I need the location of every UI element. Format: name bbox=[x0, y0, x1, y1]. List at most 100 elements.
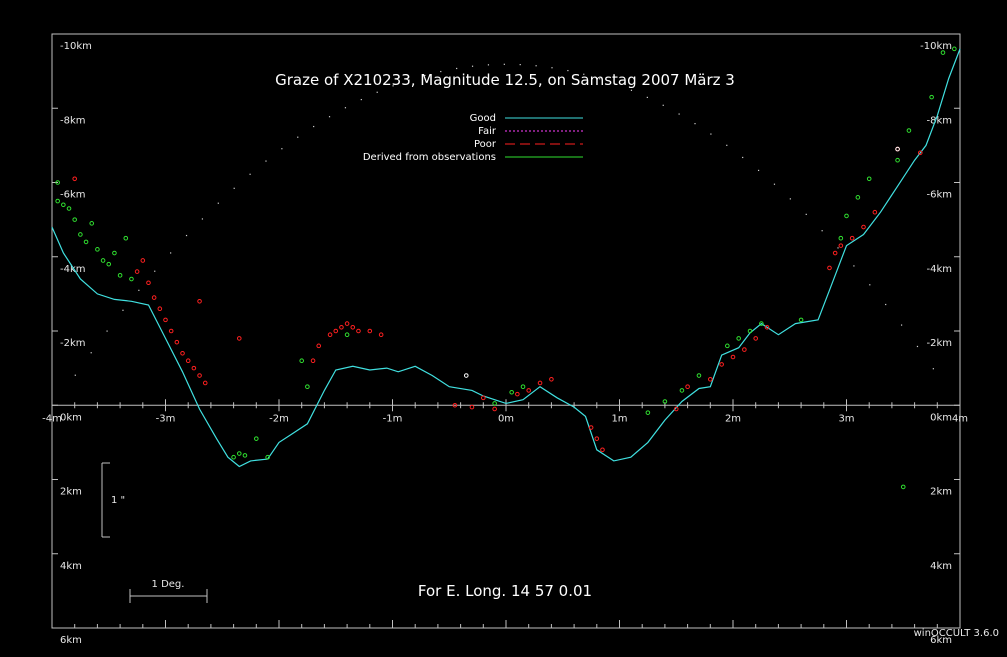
green-observation-point bbox=[89, 221, 95, 226]
green-observation-point bbox=[798, 317, 804, 323]
red-observation-point bbox=[151, 295, 157, 300]
red-observation-point bbox=[526, 388, 532, 393]
x-tick-label: -2m bbox=[269, 413, 289, 424]
reference-dot bbox=[297, 136, 299, 138]
red-observation-point bbox=[588, 425, 594, 430]
red-observation-point bbox=[872, 209, 878, 215]
red-observation-point bbox=[344, 321, 350, 326]
green-observation-point bbox=[844, 213, 849, 219]
red-observation-point bbox=[685, 384, 690, 389]
reference-dot bbox=[424, 74, 426, 77]
red-observation-point bbox=[236, 336, 242, 341]
reference-dot bbox=[646, 96, 648, 99]
red-observation-point bbox=[708, 376, 713, 382]
red-observation-point bbox=[367, 328, 373, 334]
red-observation-point bbox=[174, 339, 180, 345]
reference-dot bbox=[265, 160, 267, 162]
red-observation-point bbox=[378, 332, 384, 338]
green-observation-point bbox=[72, 217, 77, 222]
red-observation-point bbox=[742, 347, 747, 352]
green-observation-point bbox=[492, 401, 497, 406]
y-left-tick-label: 4km bbox=[60, 561, 82, 572]
reference-dot bbox=[487, 64, 490, 66]
reference-dot bbox=[456, 67, 458, 70]
reference-dot bbox=[678, 113, 680, 115]
red-observation-point bbox=[827, 265, 832, 271]
reference-dot bbox=[154, 270, 156, 272]
red-observation-point bbox=[838, 243, 844, 248]
green-observation-point bbox=[759, 321, 764, 326]
reference-dot bbox=[471, 65, 474, 67]
red-observation-point bbox=[719, 362, 724, 367]
green-observation-point bbox=[344, 332, 350, 338]
red-observation-point bbox=[316, 343, 322, 349]
green-observation-point bbox=[305, 384, 310, 389]
red-observation-point bbox=[185, 358, 191, 364]
green-observation-point bbox=[253, 436, 259, 441]
green-observation-point bbox=[112, 250, 117, 256]
version-label: winOCCULT 3.6.0 bbox=[913, 628, 999, 639]
green-observation-point bbox=[129, 276, 134, 282]
reference-dot bbox=[742, 156, 744, 159]
white-observation-point bbox=[895, 146, 900, 152]
dotted-reference-curve bbox=[74, 63, 934, 376]
green-observation-point bbox=[299, 358, 305, 364]
red-observation-point bbox=[157, 306, 163, 312]
green-observation-point bbox=[123, 235, 129, 241]
reference-dot bbox=[392, 85, 394, 87]
green-observation-point bbox=[645, 410, 651, 415]
red-observation-point bbox=[168, 328, 174, 334]
observation-points bbox=[55, 46, 957, 490]
red-observation-point bbox=[350, 324, 356, 330]
reference-dot bbox=[726, 144, 728, 146]
reference-dot bbox=[805, 213, 807, 215]
y-left-tick-label: 2km bbox=[60, 487, 82, 498]
reference-dot bbox=[757, 169, 760, 172]
green-observation-point bbox=[55, 198, 60, 204]
reference-dot bbox=[932, 368, 934, 370]
reference-dot bbox=[551, 67, 553, 69]
reference-dot bbox=[535, 65, 537, 67]
reference-dot bbox=[281, 148, 283, 150]
x-tick-label: 3m bbox=[838, 413, 854, 424]
green-observation-point bbox=[95, 247, 100, 252]
reference-dot bbox=[694, 123, 696, 125]
green-observation-point bbox=[61, 202, 66, 208]
y-left-tick-label: -8km bbox=[60, 115, 86, 126]
green-observation-point bbox=[895, 157, 900, 163]
red-observation-point bbox=[537, 380, 543, 386]
green-observation-point bbox=[78, 232, 83, 237]
reference-dot bbox=[662, 104, 664, 106]
red-observation-point bbox=[600, 447, 605, 453]
reference-dot bbox=[519, 64, 521, 66]
reference-dot bbox=[344, 107, 347, 109]
reference-dot bbox=[217, 202, 219, 204]
reference-dot bbox=[869, 284, 871, 286]
reference-dot bbox=[138, 289, 140, 291]
red-observation-point bbox=[197, 299, 202, 304]
red-observation-point bbox=[339, 324, 344, 330]
green-observation-point bbox=[696, 373, 702, 378]
limb-profile-line bbox=[51, 48, 961, 468]
reference-dot bbox=[122, 309, 124, 311]
reference-dot bbox=[233, 187, 235, 189]
y-left-tick-label: 6km bbox=[60, 635, 82, 646]
red-observation-point bbox=[310, 358, 316, 364]
arcsec-scale-bar: 1 " bbox=[101, 462, 125, 538]
green-observation-point bbox=[662, 399, 668, 404]
red-observation-point bbox=[917, 150, 923, 156]
reference-dot bbox=[185, 234, 188, 237]
green-observation-point bbox=[940, 50, 946, 55]
red-observation-point bbox=[333, 328, 339, 334]
reference-dot bbox=[328, 116, 331, 118]
green-observation-point bbox=[866, 176, 872, 182]
x-tick-label: -3m bbox=[156, 413, 176, 424]
reference-dot bbox=[201, 218, 204, 220]
reference-dot bbox=[614, 83, 617, 85]
axis-ticks: -4m -3m -2m -1m 0m 1m 2m 3m 4m -10km -10km -8km -8km… bbox=[42, 33, 968, 646]
green-observation-point bbox=[83, 239, 89, 245]
chart-title: Graze of X210233, Magnitude 12.5, on Sam… bbox=[275, 71, 735, 89]
reference-dot bbox=[885, 303, 887, 306]
red-observation-point bbox=[452, 402, 458, 408]
